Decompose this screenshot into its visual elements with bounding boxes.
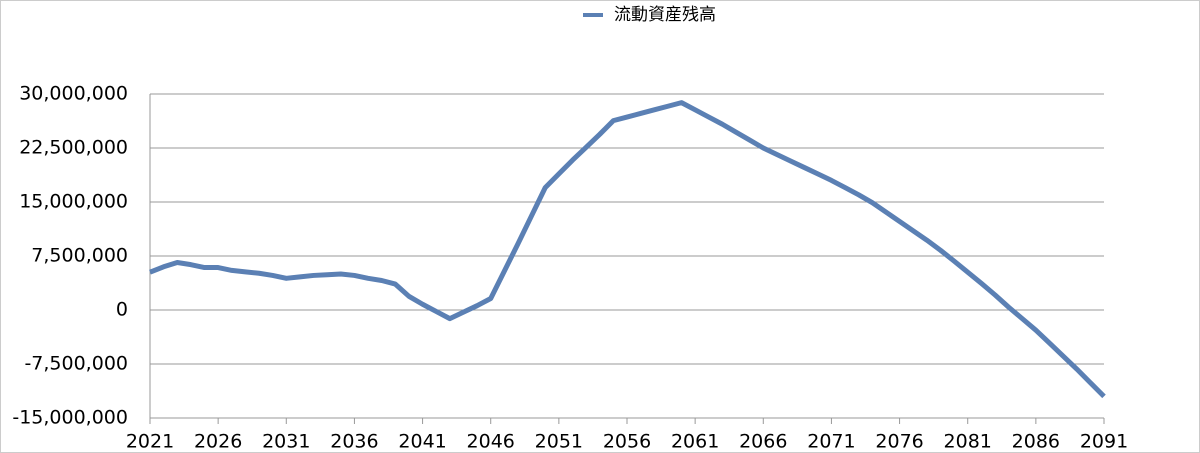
x-tick-label: 2031 [262,431,310,453]
y-tick-label: 30,000,000 [19,83,128,105]
x-tick-label: 2061 [671,431,719,453]
x-tick-label: 2046 [467,431,515,453]
y-tick-label: 22,500,000 [19,137,128,159]
y-tick-label: 0 [116,299,128,321]
y-tick-label: 15,000,000 [19,191,128,213]
legend-label: 流動資産残高 [614,5,716,25]
y-tick-label: -7,500,000 [24,353,128,375]
x-tick-label: 2066 [739,431,787,453]
x-tick-label: 2071 [807,431,855,453]
data-line [149,100,1106,399]
y-tick-label: -15,000,000 [12,407,128,429]
x-tick-label: 2026 [194,431,242,453]
x-tick-label: 2051 [535,431,583,453]
x-tick-label: 2086 [1012,431,1060,453]
x-tick-label: 2091 [1080,431,1128,453]
x-tick-label: 2056 [603,431,651,453]
x-tick-label: 2081 [944,431,992,453]
x-tick-label: 2036 [330,431,378,453]
x-tick-label: 2041 [398,431,446,453]
x-tick-label: 2021 [126,431,174,453]
y-tick-label: 7,500,000 [31,245,128,267]
x-tick-label: 2076 [875,431,923,453]
